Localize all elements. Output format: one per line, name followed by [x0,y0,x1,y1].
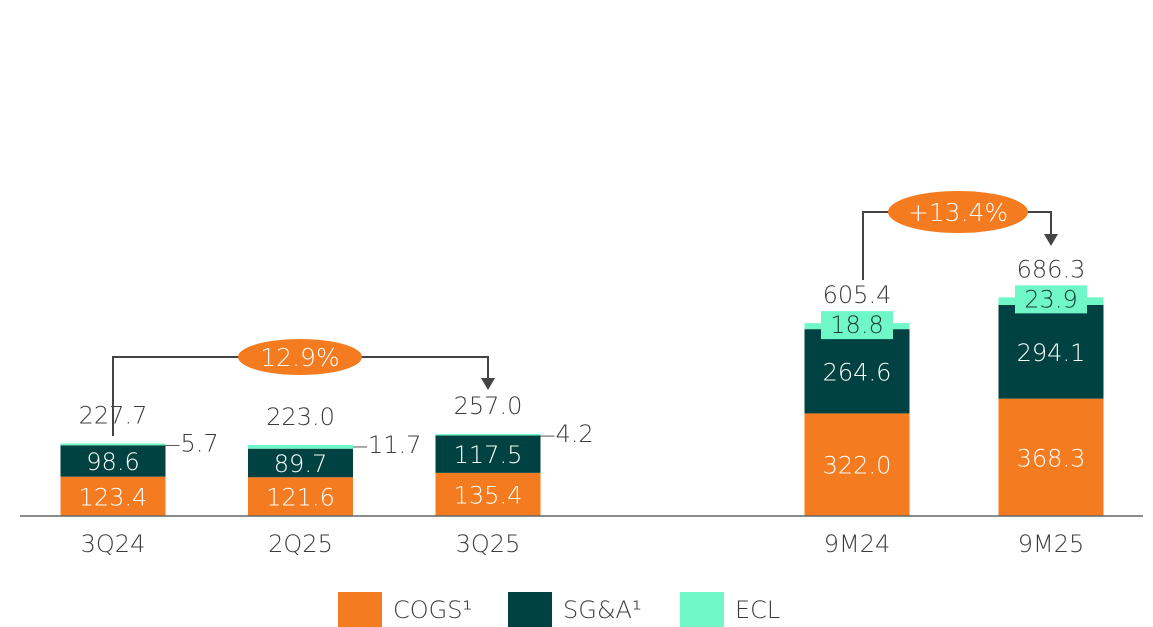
value-label: 11.7 [368,431,421,459]
arrow-head [1044,234,1058,246]
annotation-oval [888,191,1028,233]
legend-label: SG&A¹ [563,596,642,624]
bar-segment [435,435,541,473]
total-label: 223.0 [266,403,335,431]
bar-segment [435,472,541,516]
x-tick-label: 2Q25 [268,530,333,558]
value-label: 23.9 [1024,285,1077,313]
value-label: 368.3 [1017,444,1086,472]
value-label: 322.0 [823,452,892,480]
label-box [821,311,893,340]
bar-segment [248,448,353,478]
value-label: 264.6 [823,358,892,386]
legend-swatch [680,592,724,627]
bar-segment [804,329,910,414]
x-tick-label: 3Q24 [81,530,146,558]
arrow-head [481,378,495,390]
total-label: 605.4 [823,281,892,309]
legend-swatch [508,592,552,627]
annotation: +13.4% [908,198,1008,227]
x-tick-label: 9M24 [824,530,891,558]
value-label: 135.4 [454,481,523,509]
bar-segment [998,398,1104,516]
x-tick-label: 3Q25 [456,530,521,558]
annotation-oval [238,339,362,375]
value-label: 89.7 [274,450,327,478]
bar-segment [60,445,166,477]
bar-segment [248,444,353,449]
total-label: 257.0 [454,392,523,420]
bar-segment [248,477,353,516]
value-label: 18.8 [830,311,883,339]
value-label: 121.6 [266,484,335,512]
legend-swatch [338,592,382,627]
value-label: 294.1 [1017,339,1086,367]
label-box [1015,285,1087,314]
legend-label: COGS¹ [393,596,472,624]
value-label: 117.5 [454,441,523,469]
value-label: 98.6 [86,448,139,476]
x-tick-label: 9M25 [1018,530,1085,558]
total-label: 686.3 [1017,255,1086,283]
bar-segment [60,443,166,446]
bar-segment [998,304,1104,399]
value-label: 123.4 [79,483,148,511]
value-label: 4.2 [556,420,594,448]
bar-segment [60,476,166,516]
value-label: 5.7 [181,429,219,457]
bar-segment [435,434,541,436]
bar-segment [804,413,910,516]
legend-label: ECL [735,596,780,624]
annotation: 12.9% [260,343,339,372]
